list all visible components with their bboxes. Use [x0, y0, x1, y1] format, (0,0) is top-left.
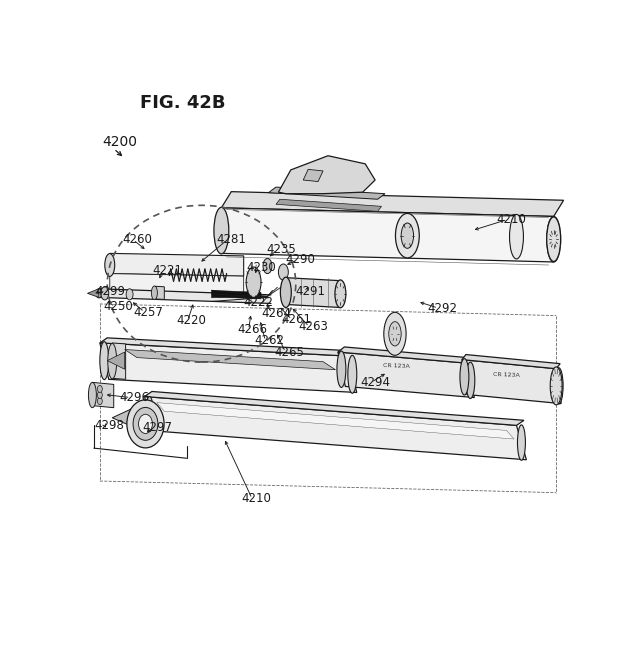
Polygon shape: [112, 343, 125, 379]
Polygon shape: [276, 199, 381, 212]
Ellipse shape: [554, 368, 563, 404]
Polygon shape: [338, 352, 474, 397]
Text: 4263: 4263: [298, 320, 328, 333]
Ellipse shape: [518, 425, 525, 461]
Polygon shape: [110, 273, 244, 296]
Text: 4264: 4264: [261, 307, 291, 319]
Ellipse shape: [509, 214, 524, 259]
Ellipse shape: [152, 286, 157, 300]
Polygon shape: [286, 278, 340, 307]
Ellipse shape: [550, 367, 562, 405]
Ellipse shape: [214, 208, 229, 254]
Text: 4210: 4210: [497, 213, 527, 226]
Text: 4257: 4257: [134, 306, 163, 319]
Polygon shape: [462, 355, 560, 369]
Polygon shape: [462, 359, 561, 403]
Polygon shape: [211, 290, 261, 299]
Text: 4294: 4294: [360, 376, 390, 389]
Polygon shape: [88, 289, 99, 298]
Polygon shape: [145, 392, 524, 425]
Text: 4266: 4266: [237, 323, 268, 336]
Text: 4262: 4262: [255, 334, 285, 348]
Text: CR 123A: CR 123A: [493, 372, 520, 378]
Text: 4299: 4299: [95, 285, 125, 298]
Ellipse shape: [396, 214, 419, 258]
Ellipse shape: [460, 359, 469, 395]
Ellipse shape: [278, 264, 288, 280]
Ellipse shape: [97, 392, 102, 399]
Ellipse shape: [388, 322, 401, 346]
Polygon shape: [338, 347, 474, 363]
Ellipse shape: [105, 254, 115, 277]
Ellipse shape: [263, 258, 272, 273]
Polygon shape: [110, 254, 244, 276]
Text: 4298: 4298: [94, 419, 124, 432]
Ellipse shape: [138, 415, 152, 434]
Ellipse shape: [88, 382, 97, 407]
Text: FIG. 42B: FIG. 42B: [140, 94, 225, 112]
Ellipse shape: [547, 217, 561, 261]
Ellipse shape: [97, 386, 102, 392]
Text: 4200: 4200: [102, 135, 138, 149]
Text: 4222: 4222: [244, 296, 274, 309]
Text: 4260: 4260: [122, 233, 152, 246]
Ellipse shape: [246, 267, 261, 298]
Ellipse shape: [127, 400, 164, 448]
Polygon shape: [221, 192, 564, 216]
Polygon shape: [154, 286, 164, 300]
Ellipse shape: [348, 355, 356, 394]
Ellipse shape: [280, 277, 291, 307]
Polygon shape: [92, 382, 114, 407]
Text: 4221: 4221: [152, 263, 182, 277]
Ellipse shape: [126, 289, 133, 300]
Polygon shape: [269, 187, 385, 199]
Text: 4210: 4210: [241, 492, 271, 505]
Text: 4220: 4220: [177, 314, 207, 327]
Text: 4296: 4296: [120, 391, 150, 404]
Polygon shape: [112, 401, 147, 433]
Text: 4250: 4250: [104, 300, 134, 313]
Polygon shape: [303, 170, 323, 181]
Ellipse shape: [335, 280, 346, 307]
Polygon shape: [221, 208, 554, 262]
Text: 4235: 4235: [266, 243, 296, 256]
Polygon shape: [108, 352, 125, 369]
Ellipse shape: [384, 312, 406, 355]
Text: 4281: 4281: [216, 233, 246, 246]
Ellipse shape: [401, 223, 413, 248]
Text: 4297: 4297: [142, 421, 172, 434]
Text: 4230: 4230: [246, 261, 276, 274]
Polygon shape: [100, 343, 356, 392]
Ellipse shape: [145, 397, 154, 431]
Text: 4291: 4291: [296, 285, 326, 298]
Polygon shape: [278, 156, 375, 194]
Polygon shape: [157, 403, 514, 439]
Polygon shape: [100, 338, 355, 356]
Ellipse shape: [97, 397, 102, 405]
Text: 4261: 4261: [281, 313, 311, 326]
Ellipse shape: [466, 362, 475, 399]
Ellipse shape: [101, 286, 109, 300]
Ellipse shape: [108, 344, 116, 379]
Ellipse shape: [337, 351, 346, 388]
Text: 4265: 4265: [275, 346, 304, 359]
Ellipse shape: [133, 407, 158, 440]
Polygon shape: [125, 350, 335, 370]
Ellipse shape: [100, 342, 109, 380]
Text: 4292: 4292: [428, 302, 457, 315]
Text: 4290: 4290: [286, 254, 316, 267]
Ellipse shape: [96, 289, 102, 298]
Polygon shape: [99, 289, 271, 304]
Polygon shape: [145, 397, 527, 460]
Ellipse shape: [547, 216, 561, 262]
Text: CR 123A: CR 123A: [383, 363, 410, 369]
